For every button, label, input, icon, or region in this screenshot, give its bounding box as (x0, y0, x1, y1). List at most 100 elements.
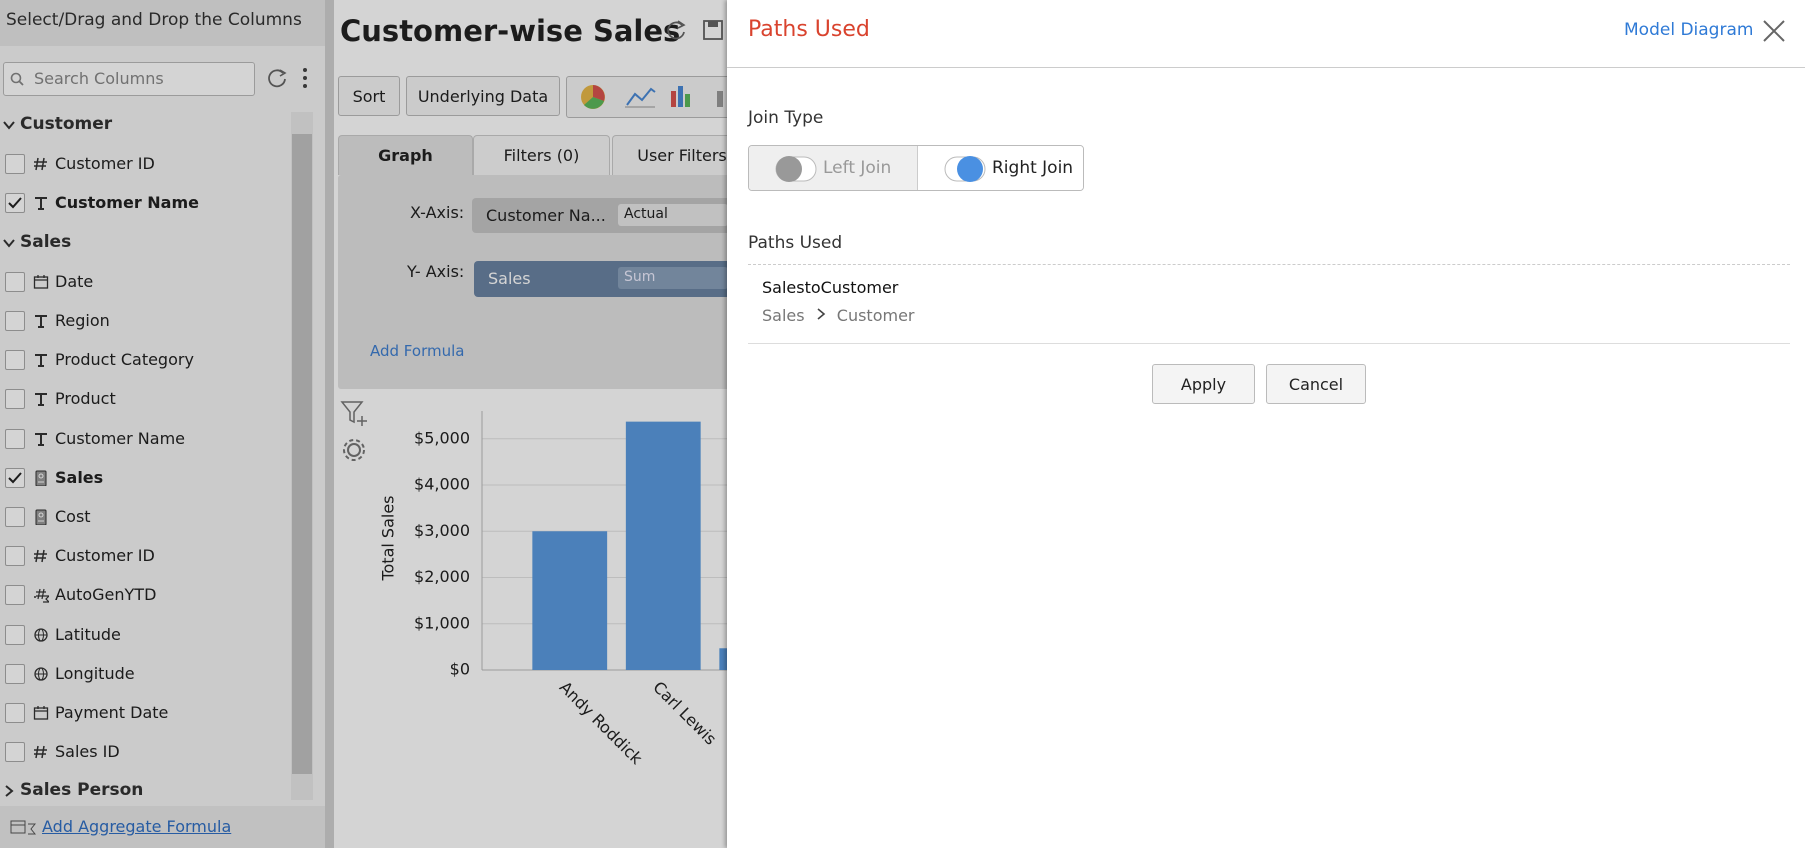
column-item[interactable]: Payment Date (0, 701, 285, 725)
column-name: AutoGenYTD (55, 585, 157, 605)
column-item[interactable]: Sales (0, 466, 285, 490)
column-item[interactable]: AutoGenYTD (0, 583, 285, 607)
bar (719, 648, 727, 670)
column-item[interactable]: Customer ID (0, 152, 285, 176)
x-axis-label: X-Axis: (410, 203, 465, 222)
column-icon (33, 274, 49, 289)
column-item[interactable]: Cost (0, 505, 285, 529)
column-item[interactable]: Date (0, 270, 285, 294)
column-icon (35, 432, 47, 446)
checkbox[interactable] (5, 271, 25, 292)
column-icon (35, 197, 47, 211)
y-axis-label: Y- Axis: (407, 262, 465, 281)
checkbox[interactable] (5, 389, 25, 410)
join-option[interactable]: Right Join (917, 146, 1083, 190)
checkbox[interactable] (5, 507, 25, 527)
x-axis-field[interactable]: Customer Na... Actual (472, 198, 727, 233)
y-axis-field[interactable]: Sales Sum (474, 261, 727, 297)
chart: $0 $1,000 $2,000 $3,000 $4,000 $5,000 Total Sa… (379, 411, 727, 768)
tab[interactable]: Graph (338, 135, 473, 175)
bar (532, 531, 608, 670)
x-field-name: Customer Na... (486, 206, 606, 225)
sidebar: Select/Drag and Drop the Columns Search … (0, 0, 325, 848)
join-label: Right Join (992, 158, 1074, 178)
column-name: Date (55, 271, 94, 291)
checkbox[interactable] (5, 703, 25, 723)
group-name: Sales Person (20, 780, 144, 801)
route-step: Customer (836, 306, 915, 325)
checkbox[interactable] (5, 311, 25, 331)
column-item[interactable]: Customer Name (0, 191, 285, 215)
column-name: Sales ID (55, 742, 120, 762)
join-toggle: Left Join Right Join (748, 145, 1084, 191)
y-tick-label: $5,000 (414, 428, 470, 447)
checkbox[interactable] (5, 742, 25, 763)
close-button[interactable] (1762, 19, 1786, 43)
checkbox[interactable] (5, 624, 25, 645)
x-option-text: Actual (624, 206, 668, 222)
column-name: Latitude (55, 624, 121, 644)
underlying-data-button[interactable]: Underlying Data (406, 76, 560, 116)
tab[interactable]: User Filters (612, 135, 727, 175)
column-icon (34, 667, 48, 681)
checkbox[interactable] (5, 350, 25, 371)
column-name: Customer ID (55, 546, 155, 566)
column-item[interactable]: Sales ID (0, 740, 285, 764)
column-item[interactable]: Customer Name (0, 427, 285, 451)
column-icon (34, 589, 49, 603)
splitter[interactable] (325, 0, 334, 848)
model-diagram-link[interactable]: Model Diagram (1624, 20, 1754, 40)
checkbox[interactable] (5, 428, 25, 449)
checkbox[interactable] (5, 154, 25, 175)
chart-type-bar[interactable] (566, 76, 727, 118)
checkbox[interactable] (5, 585, 25, 606)
column-item[interactable]: Region (0, 309, 285, 333)
checkbox[interactable] (5, 193, 25, 214)
join-option[interactable]: Left Join (749, 146, 917, 190)
add-formula-link[interactable]: Add Formula (370, 342, 465, 360)
column-icon (34, 746, 47, 759)
y-tick-label: $3,000 (414, 521, 470, 540)
path-route: Sales Customer (762, 306, 915, 325)
scrollbar[interactable] (291, 112, 313, 800)
checkbox[interactable] (5, 663, 25, 684)
title-tools[interactable] (664, 18, 727, 44)
column-item[interactable]: Customer ID (0, 544, 285, 568)
search-box[interactable]: Search Columns (3, 62, 255, 96)
route-step: Sales (762, 306, 805, 325)
modal-overlay[interactable] (0, 0, 727, 848)
chart-tools[interactable] (340, 400, 370, 466)
x-option[interactable]: Actual (618, 204, 727, 226)
sort-button[interactable]: Sort (338, 76, 400, 116)
column-icon (35, 354, 47, 368)
group-name: Customer (20, 114, 113, 134)
checkbox[interactable] (5, 546, 25, 567)
y-option[interactable]: Sum (618, 267, 727, 289)
y-option-text: Sum (624, 269, 656, 285)
sidebar-tools[interactable] (267, 67, 313, 89)
sidebar-title: Select/Drag and Drop the Columns (6, 10, 302, 30)
column-name: Customer Name (55, 428, 186, 448)
column-icon (35, 470, 47, 486)
aggregate-link[interactable]: Add Aggregate Formula (42, 817, 232, 836)
column-item[interactable]: Product Category (0, 348, 285, 372)
column-item[interactable]: Latitude (0, 623, 285, 647)
group-header[interactable]: Customer (0, 113, 285, 137)
tab[interactable]: Filters (0) (473, 135, 610, 175)
column-icon (35, 393, 47, 407)
dialog: Paths Used Model Diagram Join Type Left … (727, 0, 1805, 848)
group-name: Sales (20, 231, 72, 252)
checkbox[interactable] (5, 467, 25, 488)
group-header[interactable]: Sales Person (0, 779, 285, 803)
group-header[interactable]: Sales (0, 231, 285, 255)
column-name: Product (55, 389, 116, 409)
column-list: Customer Customer ID Customer Name Sales Dat… (0, 0, 290, 806)
y-tick-label: $2,000 (414, 567, 470, 586)
column-item[interactable]: Longitude (0, 662, 285, 686)
apply-button[interactable]: Apply (1152, 364, 1255, 404)
cancel-button[interactable]: Cancel (1266, 364, 1366, 404)
sidebar-footer: Add Aggregate Formula (0, 806, 325, 848)
y-field-name: Sales (488, 269, 531, 288)
column-item[interactable]: Product (0, 387, 285, 411)
